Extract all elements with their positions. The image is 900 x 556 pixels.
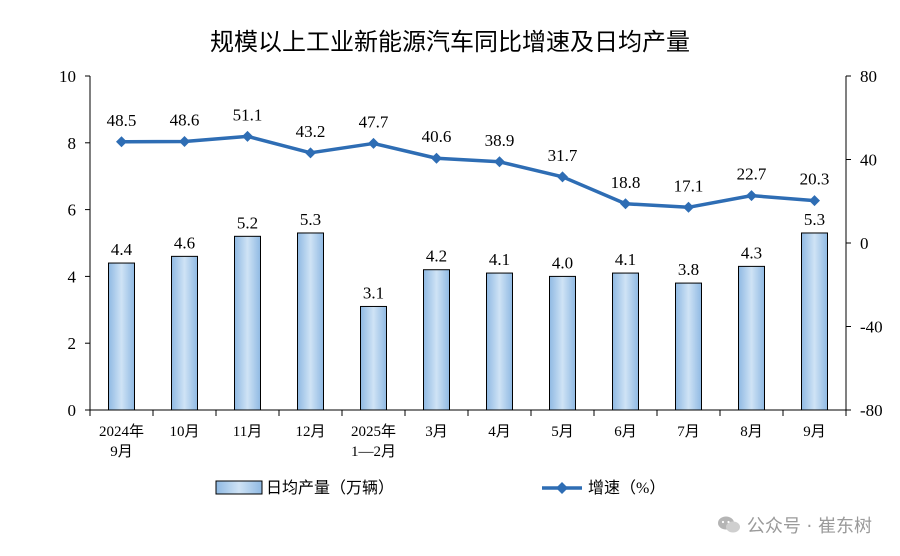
x-axis-tick-label: 9月 [803,424,826,440]
left-axis-tick-label: 0 [68,401,77,420]
x-axis-tick-label: 6月 [614,424,637,440]
bar-data-label: 5.2 [237,213,258,232]
right-axis-tick-label: 40 [860,151,877,170]
bar-data-label: 4.1 [615,250,636,269]
x-axis-tick-label: 10月 [169,424,199,440]
right-axis-tick-label: 0 [860,234,869,253]
legend-line-marker [556,482,568,494]
x-axis-tick-label: 7月 [677,424,700,440]
bar-data-label: 3.1 [363,283,384,302]
bar-data-label: 5.3 [300,210,321,229]
bar [171,255,198,411]
bar [297,232,324,411]
chart-title: 规模以上工业新能源汽车同比增速及日均产量 [210,28,690,56]
line-point [431,152,442,164]
left-axis-tick-label: 4 [68,267,77,286]
line-point [494,156,505,168]
bar [675,282,702,411]
line-data-label: 47.7 [359,112,389,131]
line-point [305,147,316,159]
bar [549,275,576,411]
x-axis-tick-label-line2: 9月 [110,444,133,460]
bar [612,272,639,411]
x-axis-tick-label: 3月 [425,424,448,440]
left-axis-tick-label: 2 [68,334,77,353]
x-axis-tick-label: 5月 [551,424,574,440]
watermark: 公众号 · 崔东树 [717,512,872,538]
line-data-label: 40.6 [422,127,452,146]
left-axis-tick-label: 10 [59,67,76,86]
line-data-label: 17.1 [674,176,704,195]
line-data-label: 31.7 [548,146,578,165]
x-axis-tick-label: 11月 [233,424,262,440]
line-point [557,171,568,183]
right-axis-tick-label: 80 [860,67,877,86]
bar-data-label: 4.4 [111,240,133,259]
line-data-label: 48.6 [170,111,200,130]
line-point [368,137,379,149]
bar-data-label: 3.8 [678,260,699,279]
bar [423,269,450,411]
line-point [809,195,820,207]
right-axis-tick-label: -80 [860,401,883,420]
x-axis-tick-label-line2: 1—2月 [351,444,396,460]
bar-data-label: 4.2 [426,247,447,266]
x-axis-tick-label: 12月 [295,424,325,440]
bar-data-label: 4.6 [174,233,195,252]
legend-bar-label: 日均产量（万辆） [266,479,394,497]
right-axis-tick-label: -40 [860,318,883,337]
bar [738,265,765,411]
watermark-text: 公众号 · 崔东树 [746,516,872,537]
x-axis-tick-label: 4月 [488,424,511,440]
wechat-icon [717,516,740,533]
left-axis-tick-label: 6 [68,201,77,220]
bar [108,262,135,411]
bar-data-label: 4.3 [741,243,762,262]
line-data-label: 38.9 [485,131,515,150]
bar [360,305,387,411]
bar-data-label: 5.3 [804,210,825,229]
line-data-label: 22.7 [737,165,767,184]
legend-line-label: 增速（%） [588,479,665,497]
line-point [242,130,253,142]
left-axis-tick-label: 8 [68,134,77,153]
legend-bar-swatch [215,480,263,495]
bar [234,235,261,411]
line-point [620,198,631,210]
x-axis-tick-label: 2025年 [351,423,396,440]
bar-data-label: 4.0 [552,253,573,272]
line-data-label: 48.5 [107,111,137,130]
x-axis-tick-label: 8月 [740,424,763,440]
line-point [683,201,694,213]
line-data-label: 18.8 [611,173,641,192]
growth-line [121,134,815,210]
x-axis-tick-label: 2024年 [99,423,144,440]
line-data-label: 51.1 [233,105,263,124]
line-point [179,136,190,148]
bar [486,272,513,411]
bar-data-label: 4.1 [489,250,510,269]
bar [801,232,828,411]
line-point [116,136,127,148]
line-data-label: 20.3 [800,170,830,189]
line-point [746,190,757,202]
line-data-label: 43.2 [296,122,326,141]
